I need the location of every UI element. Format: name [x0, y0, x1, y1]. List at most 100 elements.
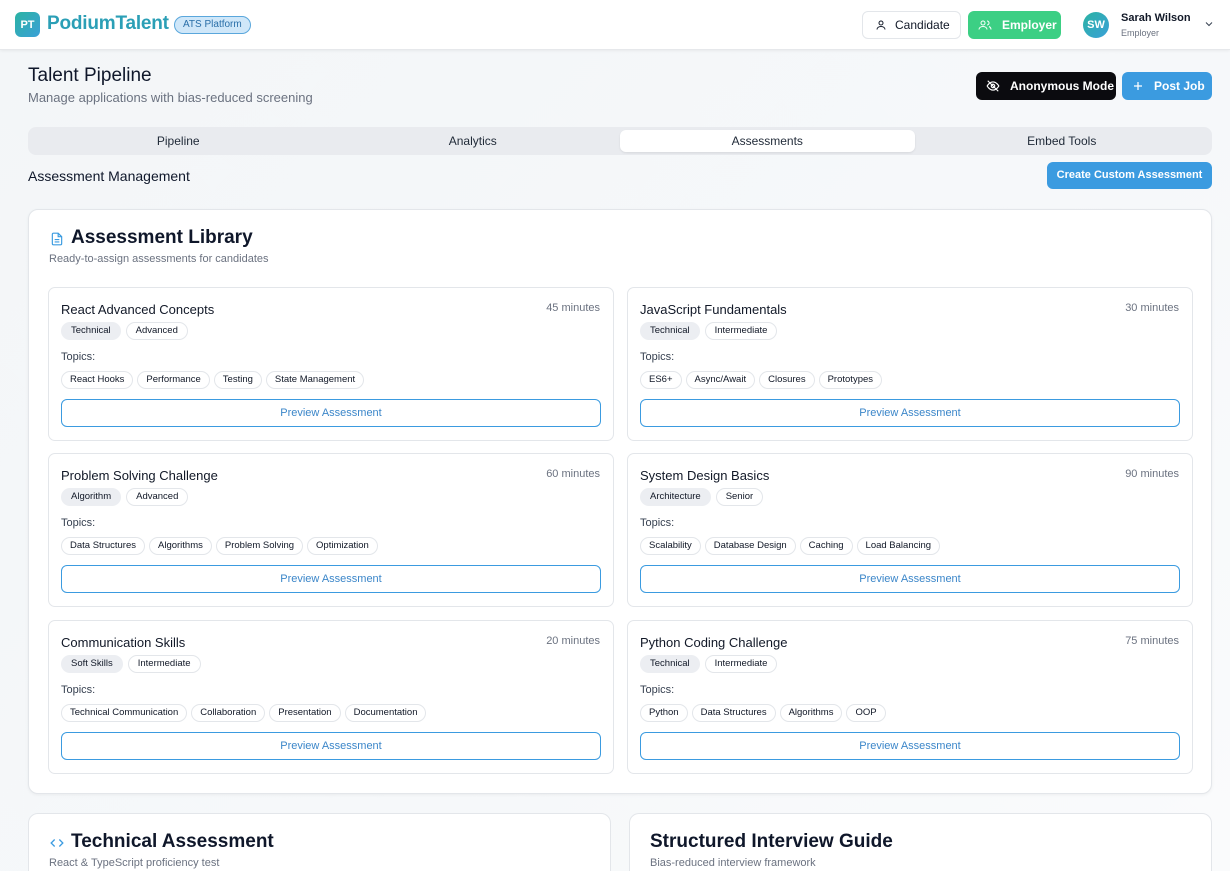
topic-chip: Closures — [759, 371, 815, 389]
post-job-label: Post Job — [1154, 79, 1205, 93]
assessment-card: JavaScript Fundamentals 30 minutes Techn… — [627, 287, 1193, 441]
assessment-card: Python Coding Challenge 75 minutes Techn… — [627, 620, 1193, 774]
assessment-duration: 30 minutes — [1125, 302, 1179, 314]
page-title: Talent Pipeline — [28, 65, 152, 86]
topic-chip: Collaboration — [191, 704, 266, 722]
assessment-card: Problem Solving Challenge 60 minutes Alg… — [48, 453, 614, 607]
category-tag: Soft Skills — [61, 655, 123, 673]
tab-embed-tools[interactable]: Embed Tools — [1027, 134, 1097, 148]
level-tag: Intermediate — [704, 655, 778, 673]
topic-chip: Optimization — [307, 537, 378, 555]
create-custom-assessment-button[interactable]: Create Custom Assessment — [1047, 162, 1212, 189]
topics-label: Topics: — [61, 517, 96, 529]
topic-chip: Scalability — [640, 537, 701, 555]
user-role: Employer — [1121, 28, 1160, 38]
assessment-name: JavaScript Fundamentals — [640, 302, 787, 317]
level-tag: Advanced — [125, 322, 188, 340]
page-subtitle: Manage applications with bias-reduced sc… — [28, 90, 313, 105]
assessment-library-panel: Assessment Library Ready-to-assign asses… — [28, 209, 1212, 794]
assessment-card: Communication Skills 20 minutes Soft Ski… — [48, 620, 614, 774]
level-tag: Intermediate — [127, 655, 201, 673]
assessment-name: Python Coding Challenge — [640, 635, 788, 650]
brand-name[interactable]: PodiumTalent — [47, 13, 169, 34]
document-icon — [51, 232, 63, 246]
topic-chip: Caching — [799, 537, 853, 555]
topic-chip: Presentation — [269, 704, 341, 722]
category-tag: Technical — [640, 322, 700, 340]
level-tag: Intermediate — [704, 322, 778, 340]
assessment-card: React Advanced Concepts 45 minutes Techn… — [48, 287, 614, 441]
code-icon — [50, 839, 64, 847]
library-title: Assessment Library — [71, 227, 253, 248]
topic-chip: Algorithms — [149, 537, 212, 555]
technical-assessment-subtitle: React & TypeScript proficiency test — [49, 857, 220, 869]
level-tag: Advanced — [126, 488, 189, 506]
tab-analytics[interactable]: Analytics — [448, 134, 497, 148]
assessment-duration: 45 minutes — [546, 302, 600, 314]
topic-chip: Performance — [137, 371, 210, 389]
interview-guide-panel: Structured Interview Guide Bias-reduced … — [629, 813, 1212, 871]
topic-chip: Documentation — [344, 704, 427, 722]
topic-chip: Prototypes — [818, 371, 883, 389]
assessment-name: React Advanced Concepts — [61, 302, 215, 317]
employer-label: Employer — [1002, 18, 1057, 32]
category-tag: Technical — [640, 655, 700, 673]
preview-assessment-button[interactable]: Preview Assessment — [640, 565, 1180, 593]
level-tag: Senior — [715, 488, 764, 506]
assessment-name: System Design Basics — [640, 468, 770, 483]
topic-chip: Load Balancing — [856, 537, 941, 555]
candidate-label: Candidate — [895, 18, 950, 32]
interview-guide-subtitle: Bias-reduced interview framework — [650, 857, 816, 869]
topic-chip: State Management — [265, 371, 365, 389]
preview-assessment-button[interactable]: Preview Assessment — [61, 399, 601, 427]
topics-label: Topics: — [61, 351, 96, 363]
topic-chip: ES6+ — [640, 371, 682, 389]
library-subtitle: Ready-to-assign assessments for candidat… — [49, 253, 269, 265]
anonymous-mode-button[interactable]: Anonymous Mode — [976, 72, 1116, 100]
technical-assessment-panel: Technical Assessment React & TypeScript … — [28, 813, 611, 871]
topic-chip: React Hooks — [61, 371, 134, 389]
preview-assessment-button[interactable]: Preview Assessment — [61, 565, 601, 593]
assessment-duration: 90 minutes — [1125, 468, 1179, 480]
preview-assessment-button[interactable]: Preview Assessment — [640, 399, 1180, 427]
topic-chip: Data Structures — [691, 704, 776, 722]
tab-assessments[interactable]: Assessments — [620, 130, 915, 152]
avatar[interactable]: SW — [1083, 12, 1109, 38]
topic-chip: Database Design — [704, 537, 796, 555]
user-icon — [876, 20, 886, 30]
topics-label: Topics: — [640, 517, 675, 529]
eye-off-icon — [986, 80, 1000, 92]
assessment-duration: 75 minutes — [1125, 635, 1179, 647]
topic-chip: Async/Await — [685, 371, 756, 389]
assessment-name: Problem Solving Challenge — [61, 468, 218, 483]
anonymous-mode-label: Anonymous Mode — [1010, 79, 1114, 93]
user-name[interactable]: Sarah Wilson — [1121, 12, 1191, 24]
post-job-button[interactable]: Post Job — [1122, 72, 1212, 100]
interview-guide-title: Structured Interview Guide — [650, 831, 893, 852]
employer-mode-button[interactable]: Employer — [968, 11, 1061, 39]
topic-chip: Algorithms — [779, 704, 843, 722]
topics-label: Topics: — [640, 351, 675, 363]
category-tag: Technical — [61, 322, 121, 340]
candidate-mode-button[interactable]: Candidate — [862, 11, 961, 39]
category-tag: Algorithm — [61, 488, 122, 506]
topic-chip: Data Structures — [61, 537, 145, 555]
tab-pipeline[interactable]: Pipeline — [156, 134, 200, 148]
tab-bar: Pipeline Analytics Assessments Embed Too… — [28, 127, 1212, 155]
topics-label: Topics: — [640, 684, 675, 696]
topic-chip: Python — [640, 704, 688, 722]
preview-assessment-button[interactable]: Preview Assessment — [640, 732, 1180, 760]
assessment-management-title: Assessment Management — [28, 168, 190, 184]
assessment-duration: 20 minutes — [546, 635, 600, 647]
topic-chip: Problem Solving — [215, 537, 304, 555]
category-tag: Architecture — [640, 488, 711, 506]
technical-assessment-title: Technical Assessment — [71, 831, 274, 852]
topic-chip: Testing — [213, 371, 262, 389]
chevron-down-icon[interactable] — [1203, 18, 1215, 30]
topics-label: Topics: — [61, 684, 96, 696]
topic-chip: OOP — [846, 704, 886, 722]
topic-chip: Technical Communication — [61, 704, 188, 722]
top-navigation-bar: PT PodiumTalent ATS Platform Candidate E… — [0, 0, 1230, 50]
preview-assessment-button[interactable]: Preview Assessment — [61, 732, 601, 760]
logo-icon[interactable]: PT — [15, 12, 40, 37]
